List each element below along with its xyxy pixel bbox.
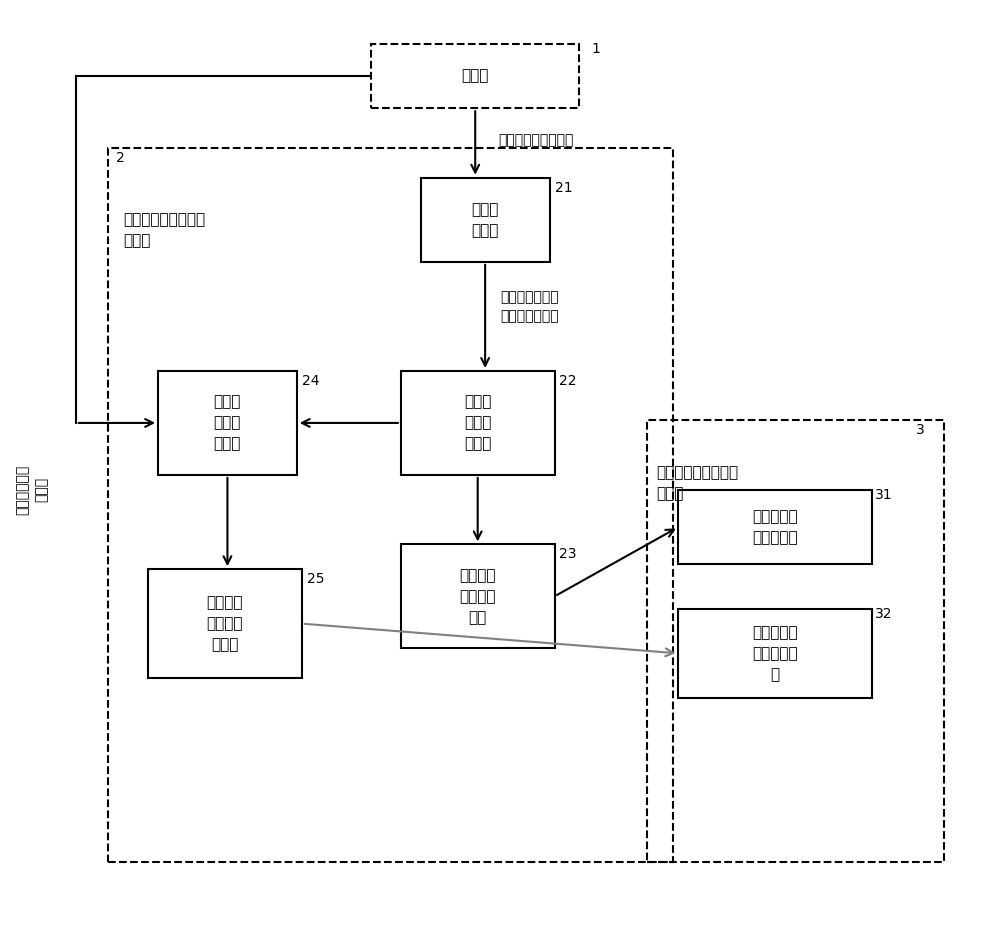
Bar	[678, 609, 872, 698]
Text: 远程子
目录删
除模块: 远程子 目录删 除模块	[214, 395, 241, 451]
Text: 远程子目录
对象回收模
块: 远程子目录 对象回收模 块	[752, 625, 798, 682]
Text: 远程子目
录预申请
模块: 远程子目 录预申请 模块	[459, 568, 496, 625]
Text: 标准的目录删
除命令: 标准的目录删 除命令	[15, 464, 49, 515]
Text: 客户端: 客户端	[462, 69, 489, 84]
Bar	[108, 148, 673, 862]
Text: 标准的目录创建命令: 标准的目录创建命令	[498, 133, 573, 147]
Text: 远程子目
录异步释
放模块: 远程子目 录异步释 放模块	[207, 595, 243, 652]
Bar	[158, 371, 297, 475]
Text: 父目录所在的元数据
服务器: 父目录所在的元数据 服务器	[123, 212, 205, 249]
Text: 24: 24	[302, 374, 319, 388]
Text: 远程子
目录创
建模块: 远程子 目录创 建模块	[464, 395, 491, 451]
Text: 32: 32	[875, 607, 892, 621]
Bar	[148, 569, 302, 678]
Text: 23: 23	[559, 547, 577, 561]
Text: 负载转移目标元数据
服务器: 负载转移目标元数据 服务器	[657, 465, 739, 501]
Text: 远程子目录
初始化模块: 远程子目录 初始化模块	[752, 509, 798, 545]
Bar	[678, 490, 872, 564]
Text: 21: 21	[555, 181, 572, 195]
Text: 负载均
衡模块: 负载均 衡模块	[471, 202, 499, 237]
Text: 22: 22	[559, 374, 577, 388]
Bar	[401, 371, 555, 475]
Text: 25: 25	[307, 572, 324, 586]
Text: 31: 31	[875, 488, 892, 502]
Text: 1: 1	[591, 41, 600, 56]
Text: 3: 3	[916, 423, 925, 437]
Bar	[421, 178, 550, 262]
Bar	[647, 420, 944, 862]
Bar	[371, 44, 579, 108]
Bar	[401, 544, 555, 648]
Text: 2: 2	[116, 151, 125, 165]
Text: 选择负载转移目
标元数据服务器: 选择负载转移目 标元数据服务器	[500, 290, 559, 323]
